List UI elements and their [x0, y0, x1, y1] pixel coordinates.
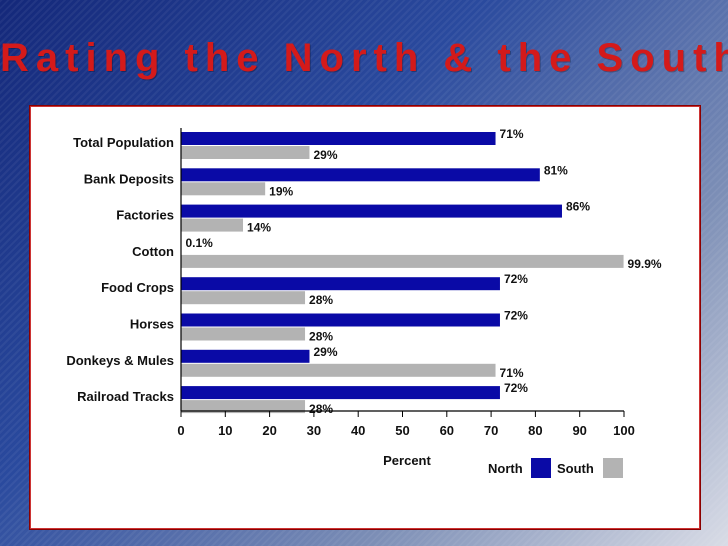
- bar-north-donkeys-mules: [181, 349, 310, 363]
- value-label-north-bank-deposits: 81%: [544, 163, 568, 177]
- legend-swatch-north: [531, 458, 551, 478]
- value-label-south-cotton: 99.9%: [628, 257, 662, 271]
- value-label-south-railroad-tracks: 28%: [309, 402, 333, 416]
- x-tick-label-90: 90: [572, 423, 586, 438]
- axes-group: Total Population Bank Deposits Factories Co…: [66, 128, 635, 438]
- value-label-north-factories: 86%: [566, 200, 590, 214]
- x-tick-label-50: 50: [395, 423, 409, 438]
- bar-south-factories: [181, 218, 244, 232]
- bar-south-total-population: [181, 146, 310, 159]
- bar-chart: 71%29%81%19%86%14%0.1%99.9%72%28%72%28%2…: [66, 127, 662, 478]
- x-tick-label-10: 10: [218, 423, 232, 438]
- bar-north-food-crops: [181, 277, 500, 291]
- bar-north-horses: [181, 313, 500, 327]
- category-label-factories: Factories: [116, 208, 174, 223]
- bar-south-food-crops: [181, 291, 306, 305]
- value-label-north-horses: 72%: [504, 309, 528, 323]
- value-label-south-donkeys-mules: 71%: [500, 366, 524, 380]
- category-label-total-population: Total Population: [73, 135, 174, 150]
- legend-label-north: North: [488, 461, 523, 476]
- bar-north-total-population: [181, 132, 496, 145]
- value-label-south-factories: 14%: [247, 221, 271, 235]
- x-tick-label-70: 70: [484, 423, 498, 438]
- category-label-horses: Horses: [130, 317, 174, 332]
- value-label-north-total-population: 71%: [500, 127, 524, 141]
- bars-group: 71%29%81%19%86%14%0.1%99.9%72%28%72%28%2…: [181, 127, 662, 416]
- x-tick-label-80: 80: [528, 423, 542, 438]
- category-label-bank-deposits: Bank Deposits: [84, 171, 174, 186]
- value-label-south-food-crops: 28%: [309, 293, 333, 307]
- x-tick-label-100: 100: [613, 423, 635, 438]
- bar-south-horses: [181, 327, 306, 341]
- bar-south-cotton: [181, 254, 624, 268]
- x-tick-label-60: 60: [440, 423, 454, 438]
- x-tick-label-0: 0: [177, 423, 184, 438]
- value-label-north-cotton: 0.1%: [185, 236, 213, 250]
- bar-north-railroad-tracks: [181, 386, 500, 400]
- category-label-donkeys-mules: Donkeys & Mules: [66, 353, 174, 368]
- legend-label-south: South: [557, 461, 594, 476]
- legend: North South: [488, 458, 623, 478]
- category-label-cotton: Cotton: [132, 244, 174, 259]
- value-label-north-railroad-tracks: 72%: [504, 381, 528, 395]
- value-label-north-donkeys-mules: 29%: [313, 345, 337, 359]
- value-label-south-horses: 28%: [309, 330, 333, 344]
- value-label-north-food-crops: 72%: [504, 272, 528, 286]
- bar-south-donkeys-mules: [181, 363, 496, 377]
- bar-north-factories: [181, 204, 562, 218]
- x-tick-label-30: 30: [307, 423, 321, 438]
- category-label-food-crops: Food Crops: [101, 280, 174, 295]
- bar-north-bank-deposits: [181, 168, 540, 182]
- x-axis-title: Percent: [383, 453, 431, 468]
- x-tick-label-40: 40: [351, 423, 365, 438]
- x-tick-label-20: 20: [262, 423, 276, 438]
- value-label-south-total-population: 29%: [313, 148, 337, 162]
- category-label-railroad-tracks: Railroad Tracks: [77, 389, 174, 404]
- value-label-south-bank-deposits: 19%: [269, 184, 293, 198]
- chart-panel: 71% 29% 81% 19% 86% 14% 0.1% 99.9% 72% 28% 72% 28% 2…: [29, 105, 701, 530]
- bar-south-railroad-tracks: [181, 400, 306, 414]
- slide-title: Rating the North & the South: [0, 36, 728, 80]
- legend-swatch-south: [603, 458, 623, 478]
- bar-south-bank-deposits: [181, 182, 266, 196]
